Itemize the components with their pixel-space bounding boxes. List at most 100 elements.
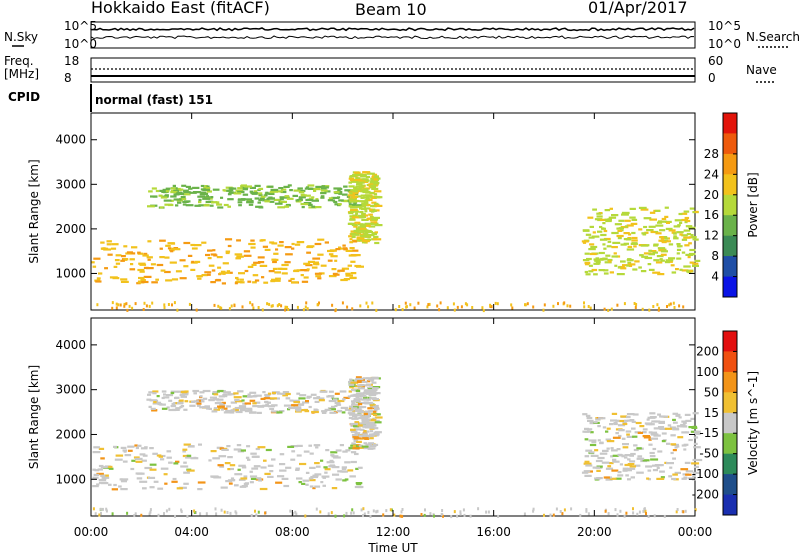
heatmap-cell xyxy=(656,466,660,470)
heatmap-cell xyxy=(374,175,379,178)
heatmap-cell xyxy=(213,408,221,411)
heatmap-cell xyxy=(691,236,697,239)
heatmap-cell xyxy=(671,477,677,481)
heatmap-cell xyxy=(229,464,236,467)
heatmap-cell xyxy=(427,303,430,307)
heatmap-cell xyxy=(456,305,459,309)
heatmap-cell xyxy=(592,231,596,234)
heatmap-cell xyxy=(159,239,166,242)
heatmap-cell xyxy=(253,261,261,264)
heatmap-cell xyxy=(205,253,210,257)
heatmap-cell xyxy=(314,473,322,476)
heatmap-cell xyxy=(389,508,392,512)
heatmap-cell xyxy=(664,215,669,218)
heatmap-cell xyxy=(607,240,612,243)
heatmap-cell xyxy=(223,203,229,207)
heatmap-cell xyxy=(511,306,514,310)
heatmap-cell xyxy=(219,447,225,450)
heatmap-cell xyxy=(689,270,693,273)
heatmap-cell xyxy=(131,306,134,310)
heatmap-cell xyxy=(336,403,342,406)
heatmap-cell xyxy=(608,260,612,263)
heatmap-cell xyxy=(634,306,637,309)
heatmap-cell xyxy=(348,181,352,184)
heatmap-cell xyxy=(106,240,112,243)
heatmap-cell xyxy=(269,407,275,411)
heatmap-cell xyxy=(664,206,669,209)
heatmap-cell xyxy=(325,186,329,189)
heatmap-cell xyxy=(206,407,211,410)
heatmap-cell xyxy=(238,406,247,410)
heatmap-cell xyxy=(373,216,380,219)
heatmap-cell xyxy=(222,272,226,275)
heatmap-cell xyxy=(684,216,690,220)
heatmap-cell xyxy=(358,239,367,242)
heatmap-cell xyxy=(273,258,279,261)
heatmap-cell xyxy=(617,474,624,477)
heatmap-cell xyxy=(265,403,269,406)
heatmap-cell xyxy=(150,407,156,410)
heatmap-cell xyxy=(348,205,353,208)
heatmap-cell xyxy=(171,247,175,250)
y-tick-label: 3000 xyxy=(55,177,86,191)
heatmap-cell xyxy=(648,443,653,446)
heatmap-cell xyxy=(371,381,377,384)
heatmap-cell xyxy=(688,236,693,239)
heatmap-cell xyxy=(665,227,673,230)
heatmap-cell xyxy=(115,254,122,257)
heatmap-cell xyxy=(633,444,638,447)
heatmap-cell xyxy=(627,467,636,470)
heatmap-cell xyxy=(349,200,357,203)
heatmap-cell xyxy=(183,461,187,464)
heatmap-cell xyxy=(652,251,658,254)
heatmap-cell xyxy=(151,301,154,305)
heatmap-cell xyxy=(98,513,101,517)
heatmap-cell xyxy=(211,269,216,272)
heatmap-cell xyxy=(369,515,372,518)
heatmap-cell xyxy=(91,261,95,264)
heatmap-cell xyxy=(652,469,658,472)
heatmap-cell xyxy=(138,276,145,280)
heatmap-cell xyxy=(179,188,184,191)
heatmap-cell xyxy=(632,268,638,271)
heatmap-cell xyxy=(227,468,231,471)
heatmap-cell xyxy=(456,514,459,518)
heatmap-cell xyxy=(115,262,121,265)
heatmap-cell xyxy=(165,509,168,513)
heatmap-cell xyxy=(355,254,361,257)
heatmap-cell xyxy=(229,271,233,274)
heatmap-cell xyxy=(582,241,587,244)
heatmap-cell xyxy=(222,262,229,265)
heatmap-cell xyxy=(230,393,236,396)
near-range-echoes xyxy=(96,301,685,313)
heatmap-cell xyxy=(337,188,341,192)
heatmap-cell xyxy=(351,307,354,311)
heatmap-cell xyxy=(318,301,320,305)
nsky-trace xyxy=(90,35,695,40)
heatmap-cell xyxy=(401,508,404,511)
heatmap-cell xyxy=(221,448,229,451)
heatmap-cell xyxy=(368,422,373,425)
heatmap-cell xyxy=(279,197,284,201)
heatmap-cell xyxy=(360,437,364,440)
heatmap-cell xyxy=(371,186,375,189)
heatmap-cell xyxy=(205,195,209,198)
heatmap-cell xyxy=(627,258,632,261)
heatmap-cell xyxy=(324,408,332,411)
heatmap-cell xyxy=(249,481,254,484)
heatmap-cell xyxy=(349,378,353,381)
heatmap-cell xyxy=(629,454,634,457)
heatmap-cell xyxy=(328,399,337,403)
heatmap-cell xyxy=(225,250,231,253)
heatmap-cell xyxy=(355,467,359,470)
heatmap-cell xyxy=(439,301,442,305)
heatmap-cell xyxy=(346,305,349,309)
heatmap-cell xyxy=(619,509,622,513)
heatmap-cell xyxy=(487,510,490,514)
heatmap-cell xyxy=(137,472,145,475)
heatmap-cell xyxy=(122,449,127,452)
heatmap-cell xyxy=(180,195,186,199)
heatmap-cell xyxy=(588,236,595,239)
heatmap-cell xyxy=(282,391,290,394)
